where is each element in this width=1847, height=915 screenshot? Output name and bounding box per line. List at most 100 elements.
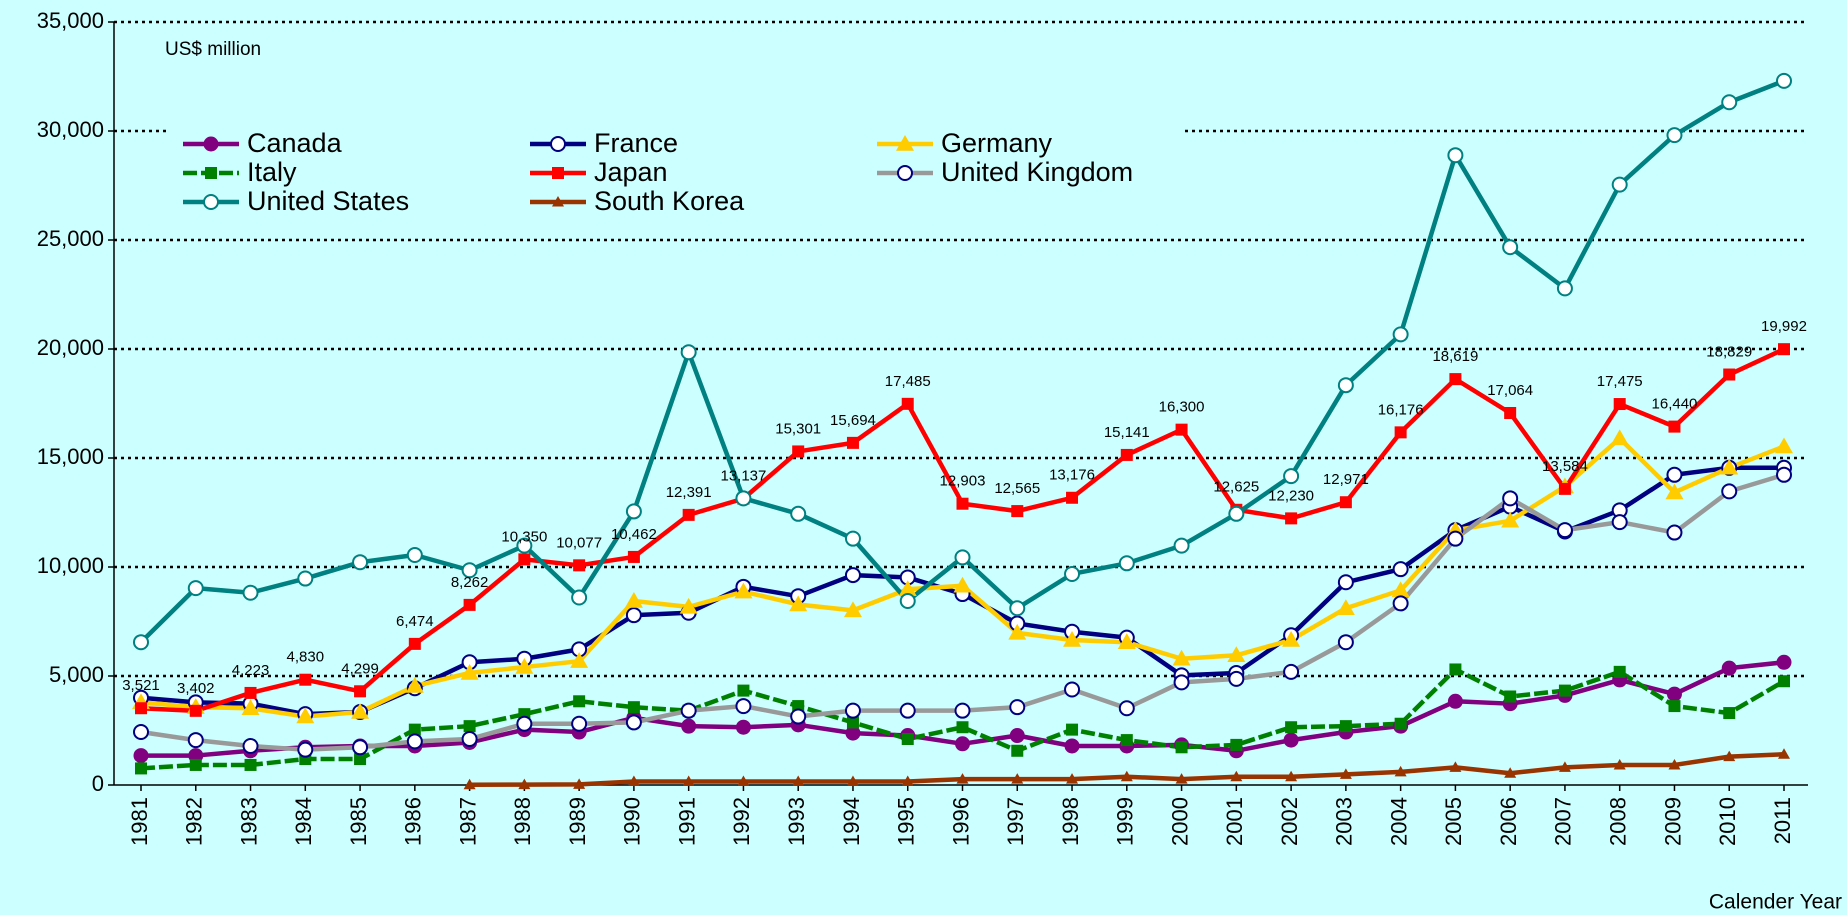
data-label: 16,176 [1378,401,1424,418]
marker [844,567,861,584]
marker [515,658,534,674]
marker [352,739,369,756]
marker [244,686,257,699]
marker [1009,699,1026,716]
marker [682,508,695,521]
x-tick-label: 1998 [1058,797,1083,846]
marker [844,702,861,719]
marker [954,702,971,719]
marker [1172,649,1191,666]
marker [898,580,917,596]
marker [461,731,478,748]
marker [682,775,695,787]
marker [1339,768,1352,779]
marker [1776,654,1792,670]
marker [1778,343,1790,356]
marker [408,723,421,736]
marker [956,773,969,784]
marker [135,702,147,715]
marker [1011,773,1024,784]
marker [1337,634,1354,651]
x-tick-label: 1994 [839,797,864,846]
marker [1449,761,1462,772]
data-label: 3,402 [177,680,215,697]
marker [1066,491,1079,504]
marker [954,549,971,566]
marker [463,778,476,790]
marker [1173,537,1190,554]
data-label: 12,625 [1213,479,1259,496]
marker [1064,681,1081,698]
marker [625,503,642,520]
marker [1285,512,1298,525]
marker [516,537,533,554]
marker [1120,770,1133,782]
legend-label: United States [247,186,409,216]
data-label: 15,694 [830,412,876,429]
marker [571,589,588,606]
marker [133,634,149,651]
y-tick-label: 15,000 [37,444,104,469]
data-label: 4,830 [287,649,325,666]
x-tick-label: 2003 [1332,797,1357,846]
legend-label: Italy [247,157,297,187]
marker [1118,700,1135,717]
marker [1666,686,1682,702]
marker [1776,466,1792,483]
marker [573,695,586,708]
marker [1391,581,1410,598]
marker [1504,767,1517,778]
marker [1283,468,1300,485]
marker [679,597,698,614]
legend-label: France [594,128,678,158]
x-tick-label: 2007 [1551,797,1576,846]
data-label: 13,584 [1542,458,1588,475]
legend-background [170,126,1185,222]
x-axis-title: Calender Year [1709,891,1842,914]
data-label: 13,137 [720,468,766,485]
marker [133,724,149,741]
data-label: 15,301 [775,420,821,437]
marker [734,582,753,599]
marker [406,547,423,564]
marker [1556,522,1573,539]
marker [1064,738,1080,754]
marker [792,700,805,713]
marker [406,733,423,750]
marker [518,778,531,790]
x-tick-label: 2008 [1606,797,1631,846]
marker [625,607,642,624]
marker [844,530,861,547]
marker [187,732,204,749]
marker [896,135,914,151]
marker [1668,758,1681,770]
marker [899,702,916,719]
marker [1611,514,1628,531]
marker [737,684,750,697]
marker [1778,748,1790,759]
marker [899,593,916,610]
marker [624,592,643,608]
marker [297,741,314,758]
x-tick-label: 1983 [236,797,261,846]
data-label: 13,176 [1049,467,1095,484]
x-tick-label: 1989 [565,797,590,846]
data-label: 12,903 [940,473,986,490]
marker [1721,94,1738,111]
legend-label: South Korea [594,186,745,216]
marker [241,699,260,716]
marker [1666,466,1683,483]
marker [792,445,805,458]
marker [1723,707,1736,720]
marker [1011,505,1024,518]
marker [1228,505,1245,522]
x-tick-label: 2001 [1222,797,1247,846]
marker [1558,684,1571,697]
x-tick-label: 1995 [894,797,919,846]
marker [955,736,970,752]
marker [1120,448,1133,461]
data-label: 10,077 [556,534,602,551]
marker [1011,744,1024,757]
marker [846,716,859,729]
